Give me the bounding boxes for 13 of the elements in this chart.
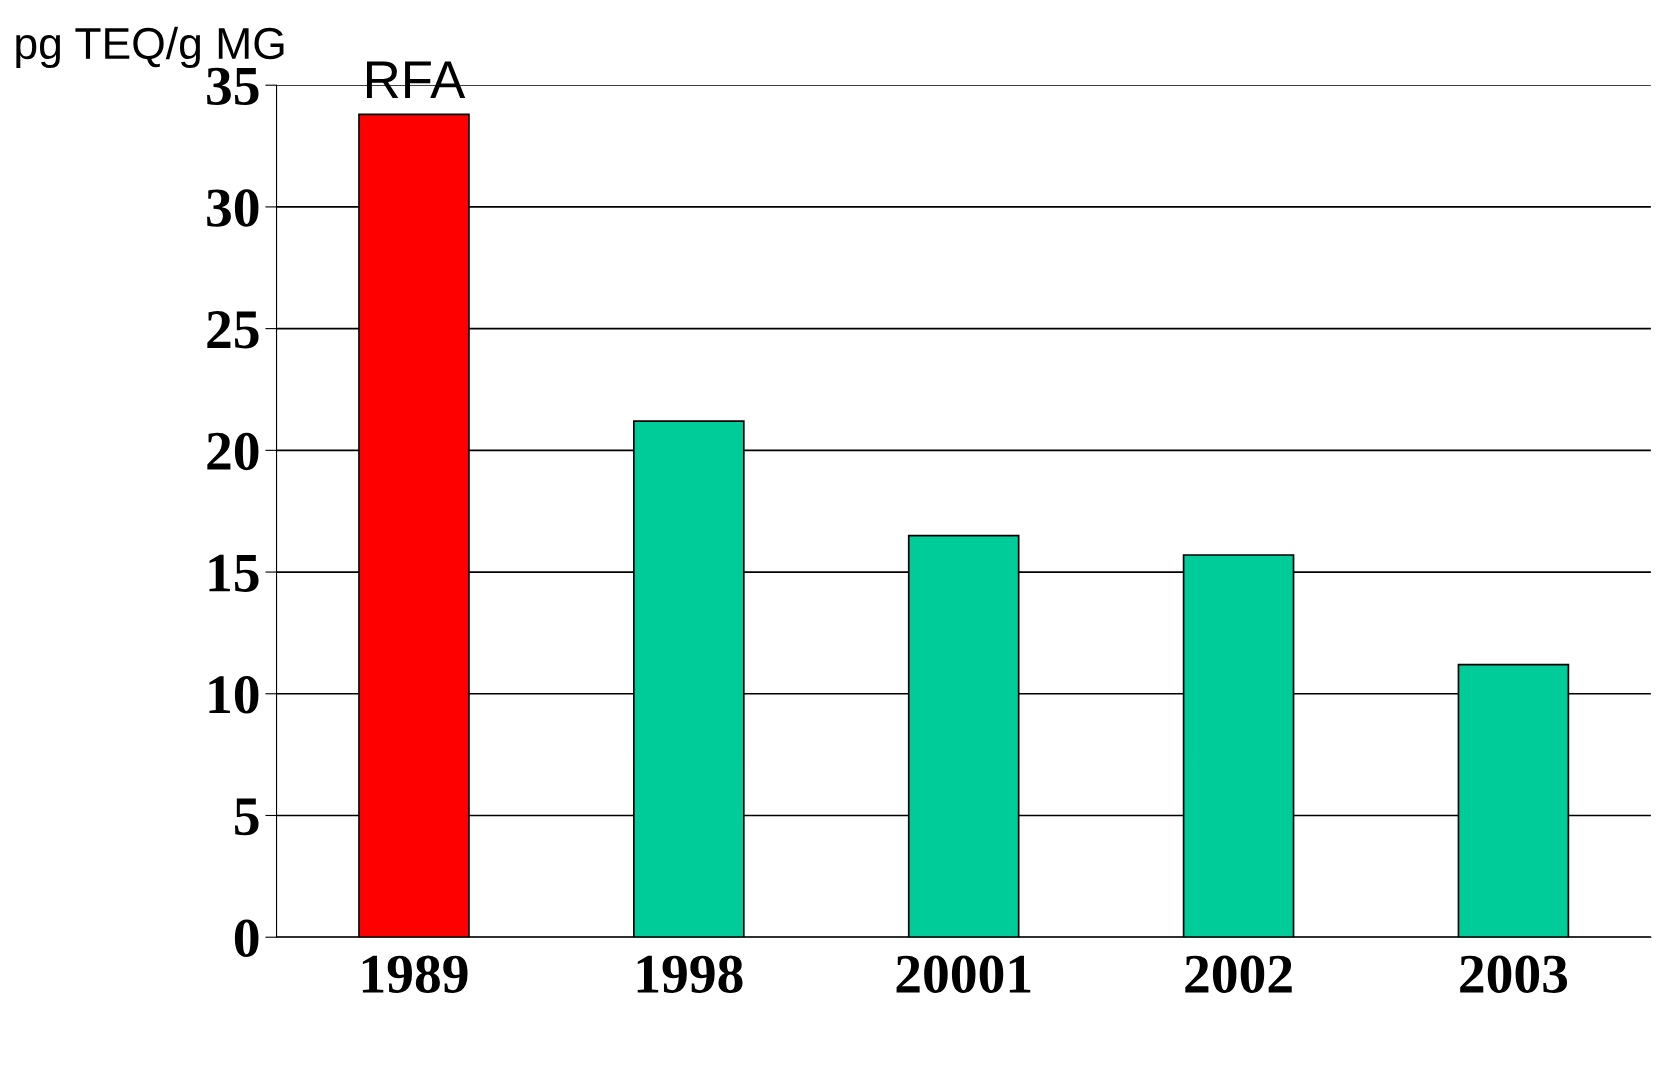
y-tick-label: 0	[234, 919, 259, 958]
x-tick-label: 1989	[362, 955, 468, 993]
y-tick-label: 35	[207, 67, 259, 106]
y-tick-label: 20	[207, 432, 259, 471]
x-tick-label: 2002	[1185, 955, 1292, 993]
y-tick-label: 25	[207, 311, 259, 349]
x-tick-label: 20001	[896, 955, 1031, 993]
y-tick-label: 10	[209, 676, 259, 714]
x-tick-label: 2003	[1460, 955, 1568, 993]
y-tick-label: 5	[235, 798, 259, 836]
x-tick-label: 1998	[637, 955, 743, 993]
y-tick-label: 15	[209, 554, 259, 592]
y-tick-label: 30	[207, 189, 259, 227]
